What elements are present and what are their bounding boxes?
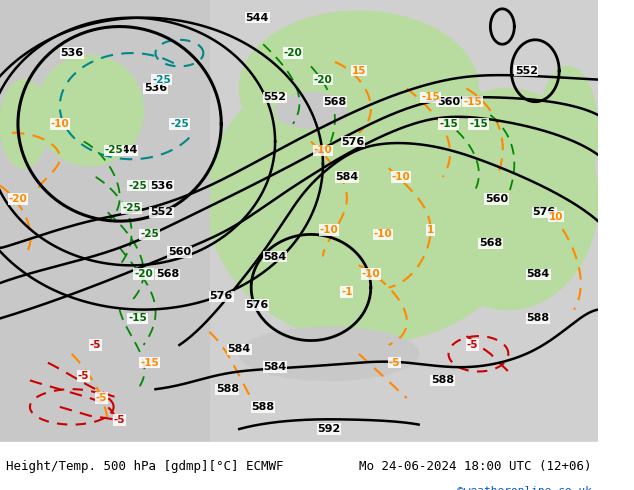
Text: -15: -15 (128, 314, 147, 323)
Text: -25: -25 (152, 74, 171, 85)
Text: -20: -20 (314, 74, 332, 85)
Text: 552: 552 (150, 207, 173, 217)
Text: 576: 576 (341, 137, 365, 147)
Text: 536: 536 (60, 48, 83, 58)
Text: -10: -10 (373, 229, 392, 240)
Text: 588: 588 (431, 375, 454, 385)
Text: 568: 568 (156, 269, 179, 279)
Text: -25: -25 (170, 119, 189, 129)
Text: -5: -5 (96, 393, 107, 403)
Text: 584: 584 (264, 251, 287, 262)
Ellipse shape (0, 79, 48, 168)
Text: ©weatheronline.co.uk: ©weatheronline.co.uk (457, 487, 592, 490)
Text: 568: 568 (323, 97, 347, 107)
Text: 10: 10 (549, 212, 564, 221)
Text: 576: 576 (210, 292, 233, 301)
Text: 560: 560 (168, 247, 191, 257)
Text: 560: 560 (485, 194, 508, 204)
Bar (0, 442, 598, 490)
Text: 568: 568 (479, 238, 502, 248)
Text: -10: -10 (361, 269, 380, 279)
Ellipse shape (538, 66, 598, 199)
Text: 584: 584 (264, 362, 287, 372)
Text: -5: -5 (78, 371, 89, 381)
Text: 588: 588 (527, 314, 550, 323)
Text: 584: 584 (228, 344, 251, 354)
Text: -15: -15 (463, 97, 482, 107)
Text: -25: -25 (104, 146, 123, 155)
Ellipse shape (206, 55, 535, 343)
Text: -15: -15 (421, 92, 440, 102)
Text: -20: -20 (9, 194, 27, 204)
Text: -10: -10 (314, 146, 332, 155)
Text: -5: -5 (114, 415, 126, 425)
Text: Height/Temp. 500 hPa [gdmp][°C] ECMWF: Height/Temp. 500 hPa [gdmp][°C] ECMWF (6, 460, 283, 473)
Text: -25: -25 (128, 181, 147, 191)
Text: -15: -15 (469, 119, 488, 129)
Text: 584: 584 (335, 172, 358, 182)
Text: 588: 588 (216, 384, 239, 394)
Text: 552: 552 (515, 66, 538, 76)
Text: 15: 15 (352, 66, 366, 76)
Text: 544: 544 (114, 146, 138, 155)
Text: 584: 584 (527, 269, 550, 279)
Text: 592: 592 (317, 424, 340, 434)
Ellipse shape (418, 89, 598, 310)
Text: -1: -1 (341, 287, 353, 297)
Text: Mo 24-06-2024 18:00 UTC (12+06): Mo 24-06-2024 18:00 UTC (12+06) (359, 460, 592, 473)
Ellipse shape (239, 11, 479, 166)
Ellipse shape (239, 327, 418, 380)
Ellipse shape (36, 55, 143, 166)
Text: -25: -25 (140, 229, 159, 240)
Text: 588: 588 (252, 402, 275, 412)
Text: -15: -15 (140, 358, 159, 368)
Text: 1: 1 (427, 225, 434, 235)
Text: -5: -5 (389, 358, 401, 368)
Text: -10: -10 (51, 119, 69, 129)
Text: -20: -20 (134, 269, 153, 279)
Text: -5: -5 (467, 340, 478, 350)
Text: 576: 576 (533, 207, 556, 217)
Text: 552: 552 (264, 92, 287, 102)
Text: -20: -20 (283, 48, 302, 58)
Text: -15: -15 (439, 119, 458, 129)
Text: 544: 544 (245, 13, 269, 23)
Text: -25: -25 (122, 203, 141, 213)
Ellipse shape (275, 93, 347, 128)
Bar (0, 0, 209, 442)
Text: 536: 536 (150, 181, 173, 191)
Text: 560: 560 (437, 97, 460, 107)
Text: -10: -10 (391, 172, 410, 182)
Text: 536: 536 (144, 83, 167, 94)
Text: 576: 576 (245, 300, 269, 310)
Text: -10: -10 (320, 225, 339, 235)
Text: -5: -5 (90, 340, 101, 350)
